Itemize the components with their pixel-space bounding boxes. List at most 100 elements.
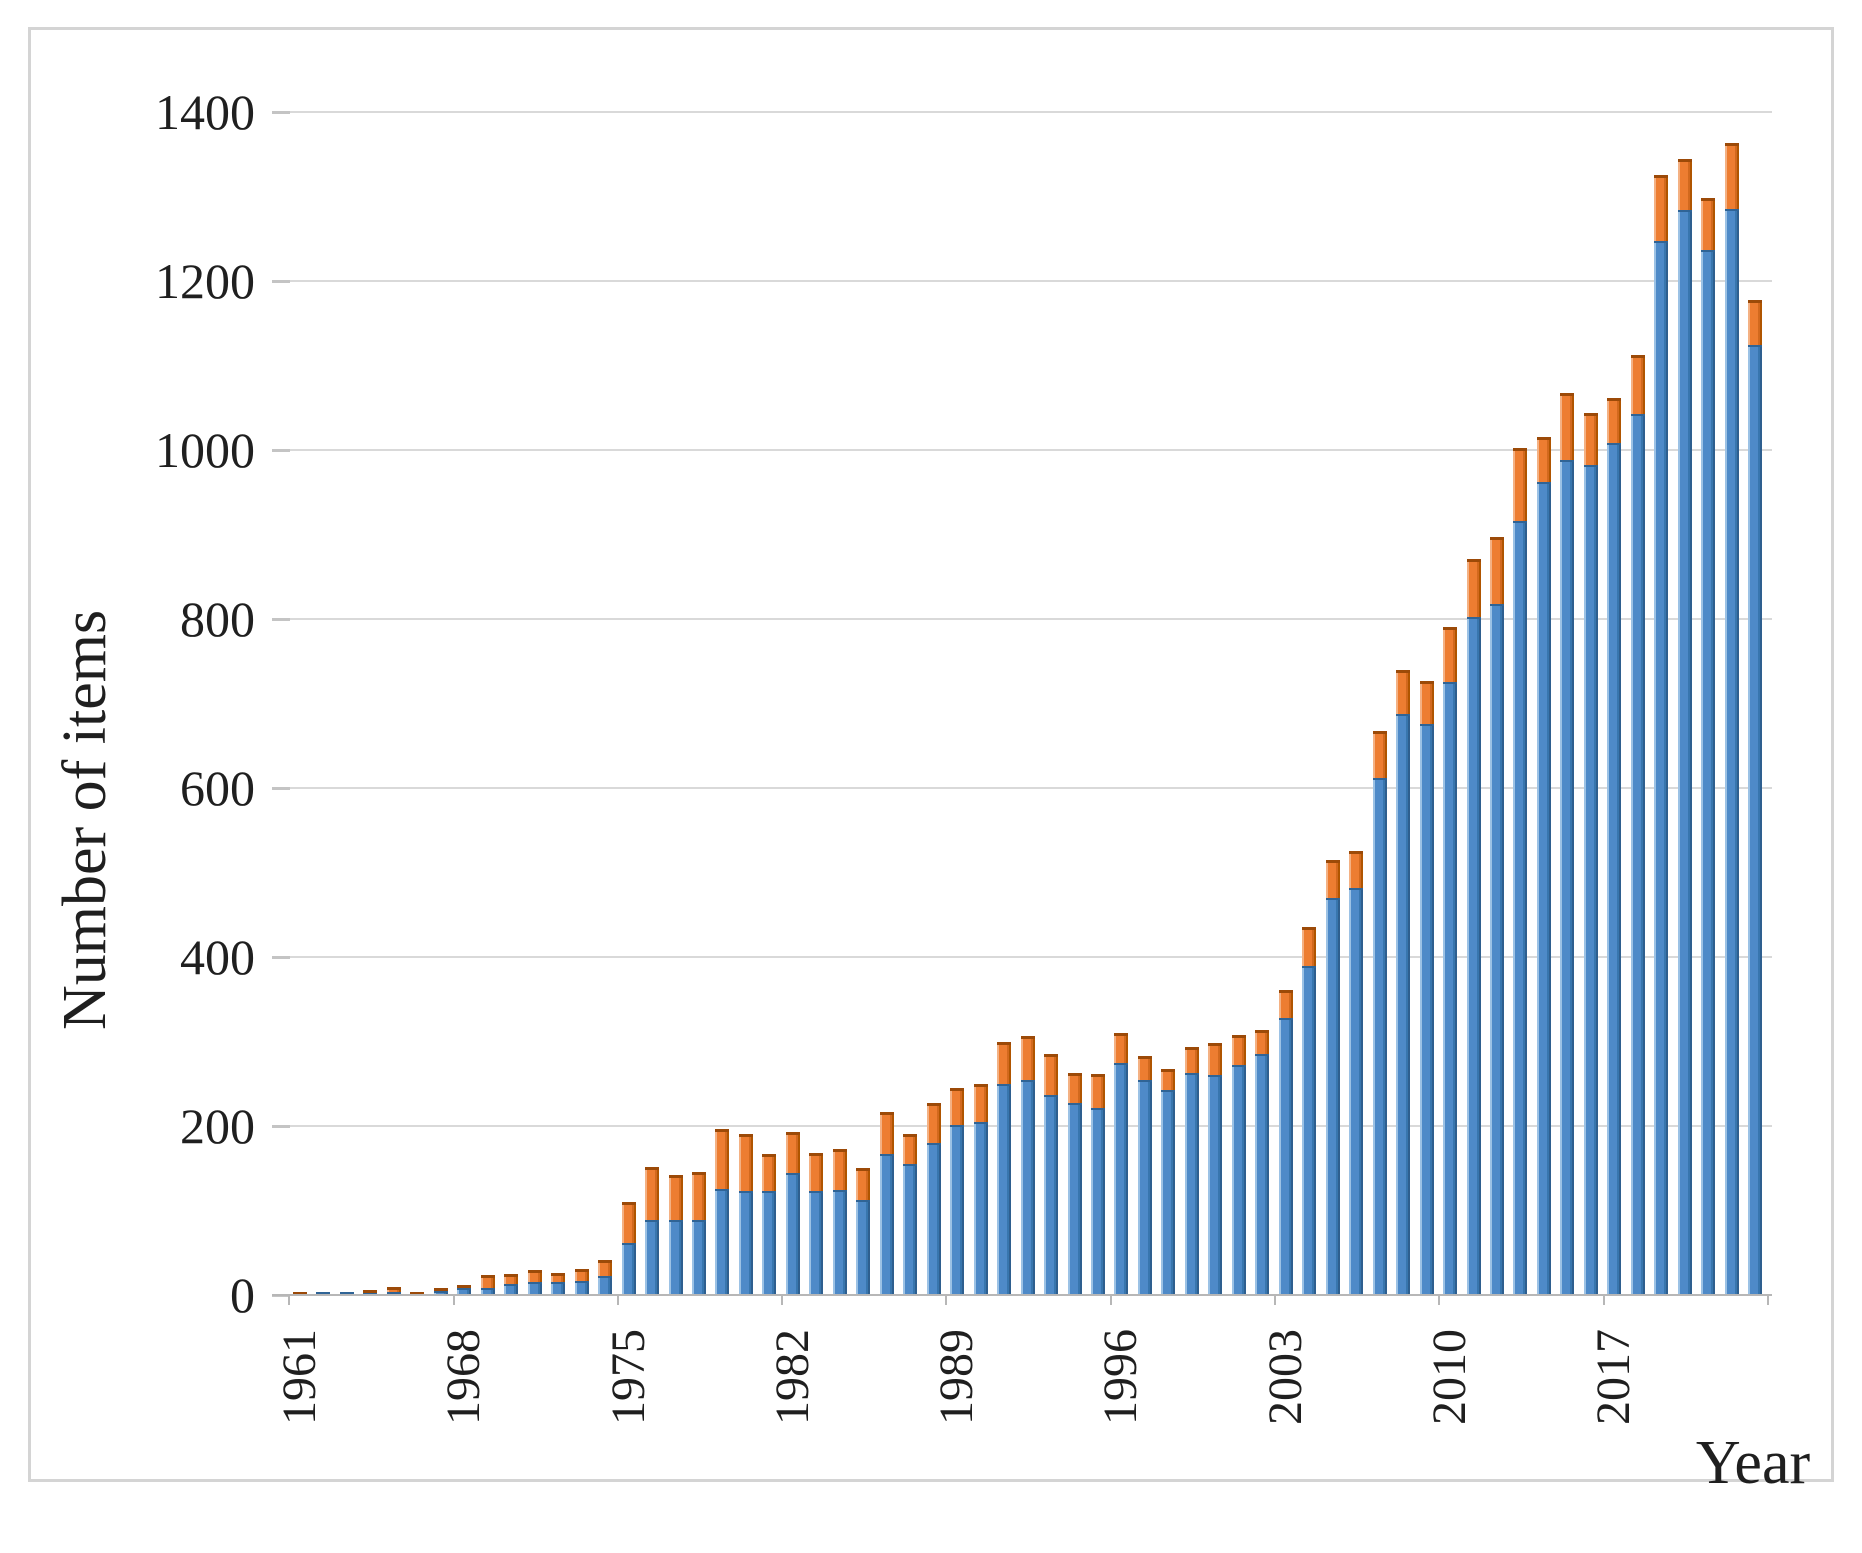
bar-blue-1978 <box>691 1219 706 1295</box>
x-axis-title: Year <box>1695 1429 1811 1497</box>
bar-orange-1982 <box>785 1131 800 1174</box>
bar-orange-1971 <box>527 1269 542 1283</box>
bar-orange-2002 <box>1255 1029 1270 1055</box>
bar-blue-1981 <box>762 1191 777 1295</box>
y-tick-1000 <box>272 449 290 452</box>
bar-orange-1977 <box>668 1175 683 1220</box>
bar-orange-1981 <box>762 1153 777 1192</box>
bar-blue-2021 <box>1701 249 1716 1295</box>
bar-orange-1964 <box>363 1289 378 1294</box>
bar-orange-1979 <box>715 1129 730 1189</box>
bar-blue-1994 <box>1067 1103 1082 1295</box>
bar-orange-2017 <box>1607 397 1622 444</box>
bar-orange-1974 <box>598 1259 613 1277</box>
bar-blue-1998 <box>1161 1089 1176 1295</box>
bar-blue-2010 <box>1443 681 1458 1295</box>
bar-orange-1972 <box>551 1273 566 1283</box>
bar-orange-2005 <box>1325 859 1340 898</box>
x-tick-6 <box>1274 1295 1276 1305</box>
bar-blue-1999 <box>1184 1072 1199 1295</box>
bar-blue-1969 <box>480 1288 495 1295</box>
bar-orange-2008 <box>1396 669 1411 714</box>
bar-blue-1968 <box>457 1288 472 1295</box>
bar-blue-2023 <box>1748 345 1763 1295</box>
gridline-600 <box>287 787 1772 789</box>
x-axis-line <box>272 1294 1772 1296</box>
bar-blue-1970 <box>504 1284 519 1295</box>
x-tick-2 <box>616 1295 619 1305</box>
bar-orange-2000 <box>1208 1043 1223 1076</box>
bar-orange-1980 <box>738 1134 753 1192</box>
x-tick-3 <box>781 1295 784 1305</box>
bar-blue-1972 <box>551 1282 566 1295</box>
bar-blue-1988 <box>926 1142 941 1295</box>
bar-orange-2015 <box>1560 393 1575 461</box>
x-tick-label-1961: 1961 <box>273 1329 326 1425</box>
y-tick-800 <box>272 618 290 621</box>
bar-orange-1997 <box>1137 1055 1152 1081</box>
bar-orange-1986 <box>879 1111 894 1154</box>
bar-orange-2012 <box>1489 537 1504 604</box>
bar-orange-1973 <box>574 1268 589 1281</box>
bar-orange-2009 <box>1419 680 1434 724</box>
y-tick-label-1000: 1000 <box>155 422 255 478</box>
bar-blue-1979 <box>715 1188 730 1295</box>
x-tick-0 <box>288 1295 291 1305</box>
y-tick-label-200: 200 <box>180 1098 255 1154</box>
y-tick-400 <box>272 956 290 959</box>
bar-orange-1985 <box>856 1168 871 1201</box>
bar-blue-1992 <box>1020 1079 1035 1295</box>
bar-blue-2002 <box>1255 1054 1270 1295</box>
bar-orange-1987 <box>903 1134 918 1164</box>
bar-orange-1988 <box>926 1103 941 1143</box>
bar-orange-1995 <box>1090 1073 1105 1109</box>
bar-orange-2016 <box>1583 412 1598 466</box>
bar-orange-1996 <box>1114 1033 1129 1064</box>
bar-orange-1989 <box>950 1087 965 1126</box>
bar-orange-1978 <box>691 1171 706 1220</box>
bar-blue-1962 <box>316 1292 331 1295</box>
bar-orange-1975 <box>621 1202 636 1243</box>
bar-orange-1991 <box>997 1041 1012 1084</box>
bar-orange-2023 <box>1748 300 1763 346</box>
bar-blue-1974 <box>598 1276 613 1295</box>
bar-blue-2020 <box>1677 210 1692 1295</box>
bar-blue-2014 <box>1536 482 1551 1295</box>
y-tick-label-400: 400 <box>180 929 255 985</box>
x-tick-label-2010: 2010 <box>1423 1329 1477 1425</box>
x-tick-label-2003: 2003 <box>1258 1329 1312 1425</box>
bar-blue-2006 <box>1349 887 1364 1295</box>
bar-blue-2018 <box>1630 413 1645 1295</box>
bar-blue-2015 <box>1560 460 1575 1295</box>
x-tick-label-1982: 1982 <box>765 1329 819 1425</box>
bar-blue-2008 <box>1396 713 1411 1295</box>
bar-orange-2014 <box>1536 437 1551 483</box>
gridline-1000 <box>287 449 1772 451</box>
bar-orange-1998 <box>1161 1068 1176 1090</box>
bar-orange-2018 <box>1630 355 1645 414</box>
x-tick-8 <box>1602 1295 1605 1305</box>
bar-blue-1995 <box>1090 1108 1105 1295</box>
bar-orange-2020 <box>1677 159 1692 210</box>
x-tick-4 <box>945 1295 948 1305</box>
bar-orange-2006 <box>1349 850 1364 888</box>
bar-orange-1990 <box>973 1083 988 1122</box>
x-tick-1 <box>452 1295 455 1305</box>
bar-blue-1976 <box>645 1219 660 1295</box>
bar-blue-2003 <box>1278 1017 1293 1295</box>
bar-blue-1977 <box>668 1219 683 1295</box>
bar-orange-2001 <box>1231 1034 1246 1066</box>
y-axis-title: Number of items <box>51 609 119 1030</box>
y-tick-label-1400: 1400 <box>155 84 255 140</box>
bar-blue-1973 <box>574 1280 589 1295</box>
bar-blue-1987 <box>903 1164 918 1295</box>
bar-blue-1989 <box>950 1125 965 1295</box>
x-tick-7 <box>1438 1295 1441 1305</box>
bar-blue-2022 <box>1724 209 1739 1295</box>
bar-blue-2001 <box>1231 1065 1246 1295</box>
bar-orange-1966 <box>410 1291 425 1295</box>
y-tick-label-1200: 1200 <box>155 253 255 309</box>
bar-orange-2004 <box>1302 926 1317 967</box>
x-tick-label-2017: 2017 <box>1587 1329 1641 1425</box>
